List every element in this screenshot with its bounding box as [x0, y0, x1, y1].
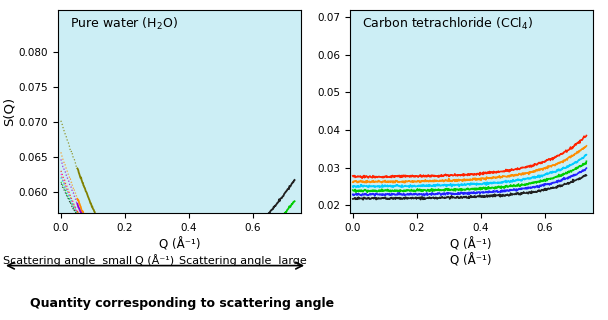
Text: Carbon tetrachloride (CCl$_4$): Carbon tetrachloride (CCl$_4$) [362, 16, 533, 32]
Text: Q (Å⁻¹): Q (Å⁻¹) [451, 254, 492, 268]
X-axis label: Q (Å⁻¹): Q (Å⁻¹) [451, 238, 492, 252]
Text: Scattering angle  large: Scattering angle large [179, 256, 307, 266]
Y-axis label: S(Q): S(Q) [2, 97, 16, 126]
X-axis label: Q (Å⁻¹): Q (Å⁻¹) [159, 238, 200, 252]
Text: Pure water (H$_2$O): Pure water (H$_2$O) [70, 16, 178, 32]
Text: Scattering angle  small: Scattering angle small [3, 256, 132, 266]
Text: Quantity corresponding to scattering angle: Quantity corresponding to scattering ang… [30, 297, 334, 310]
Text: Q (Å⁻¹): Q (Å⁻¹) [136, 255, 174, 267]
